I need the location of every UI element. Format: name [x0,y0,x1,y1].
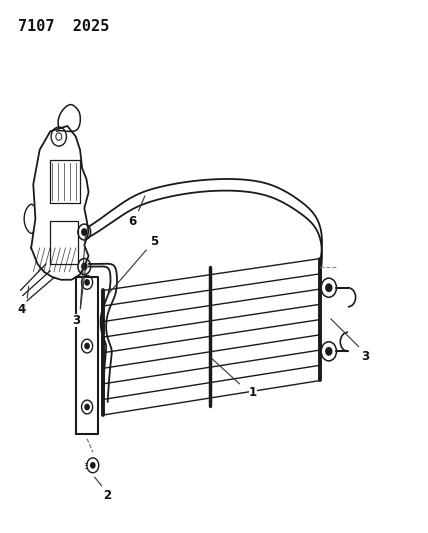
Text: 1: 1 [249,386,257,399]
Circle shape [85,280,89,285]
Text: 2: 2 [103,489,111,502]
Circle shape [326,348,332,355]
Circle shape [91,463,95,468]
Circle shape [82,229,87,235]
Text: 3: 3 [361,350,369,363]
Text: 4: 4 [17,303,26,317]
Circle shape [85,405,89,410]
Circle shape [85,343,89,349]
Text: 6: 6 [128,215,137,229]
Text: 7107  2025: 7107 2025 [18,19,110,34]
Circle shape [326,284,332,292]
Circle shape [82,263,87,270]
Text: 5: 5 [150,235,159,247]
Text: 3: 3 [72,314,80,327]
